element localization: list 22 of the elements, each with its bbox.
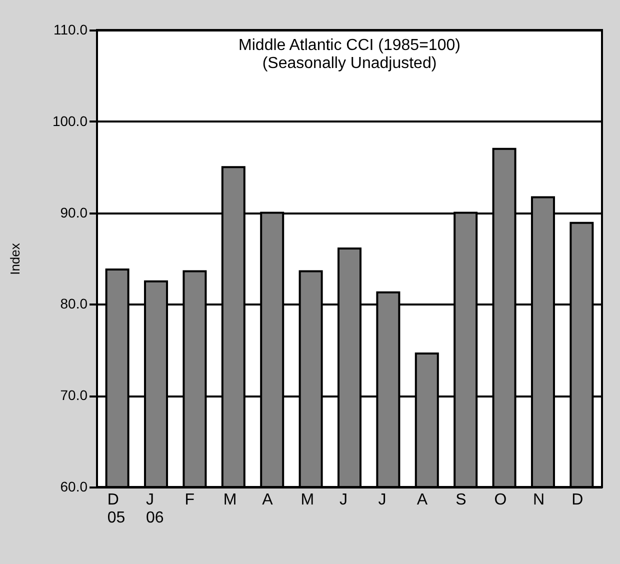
y-tick-label: 90.0 — [60, 204, 88, 220]
x-tick-label: J — [340, 492, 348, 508]
y-tick-label: 70.0 — [60, 387, 88, 404]
x-tick-label: D — [572, 492, 584, 508]
y-tick-label: 60.0 — [60, 478, 88, 494]
x-tick-label: A — [416, 492, 428, 508]
x-tick-label: F — [184, 492, 195, 508]
x-tick-label: D 05 — [107, 492, 126, 526]
y-axis-title: Index — [7, 242, 22, 275]
x-tick-label: J 06 — [146, 492, 164, 526]
y-tick-label: 100.0 — [52, 112, 88, 129]
x-tick-label: N — [532, 492, 545, 508]
x-tick-label: M — [223, 492, 237, 508]
x-tick-label: A — [262, 492, 274, 508]
text: Middle Atlantic CCI (1985=100) — [238, 37, 460, 54]
x-tick-label: J — [378, 492, 386, 508]
x-tick-label: M — [300, 492, 314, 508]
y-tick-label: 110.0 — [54, 22, 88, 38]
x-tick-label: O — [494, 492, 507, 508]
y-tick-label: 80.0 — [60, 296, 88, 312]
text: (Seasonally Unadjusted) — [262, 55, 437, 72]
x-tick-label: S — [456, 492, 466, 508]
